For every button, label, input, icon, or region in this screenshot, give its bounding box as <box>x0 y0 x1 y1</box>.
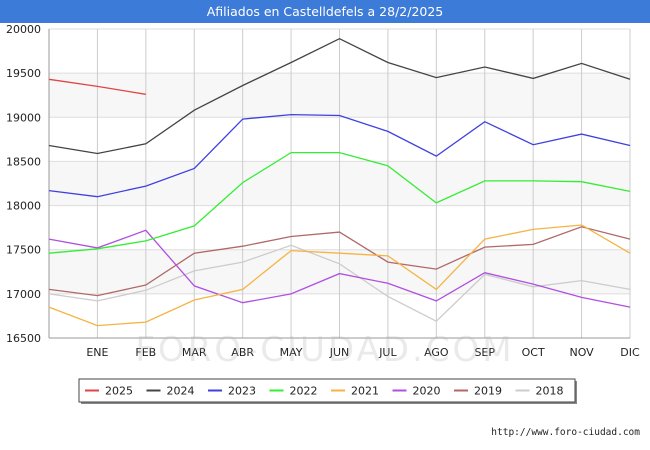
x-tick-label: NOV <box>569 346 594 359</box>
chart-title: Afiliados en Castelldefels a 28/2/2025 <box>0 0 650 23</box>
x-tick-label: JUN <box>329 346 350 359</box>
series-line-2018 <box>48 244 631 322</box>
legend-label-2024: 2024 <box>167 385 195 398</box>
series-line-2019 <box>48 226 631 297</box>
series-line-2020 <box>48 229 631 308</box>
y-tick-label: 19000 <box>6 111 41 124</box>
x-axis-ticks: ENE FEB MAR ABR MAY JUN JUL AGO SEP OCT NOV DIC <box>86 346 640 359</box>
y-tick-label: 16500 <box>6 332 41 345</box>
series-line-2023 <box>48 113 631 198</box>
legend-label-2019: 2019 <box>474 385 502 398</box>
y-tick-label: 19500 <box>6 67 41 80</box>
x-tick-label: ABR <box>231 346 254 359</box>
x-tick-label: ENE <box>86 346 108 359</box>
legend-box <box>78 378 576 403</box>
legend-label-2025: 2025 <box>105 385 133 398</box>
legend-label-2023: 2023 <box>228 385 256 398</box>
y-tick-label: 18500 <box>6 155 41 168</box>
series-lines <box>48 37 631 327</box>
legend-label-2022: 2022 <box>290 385 318 398</box>
x-tick-label: MAR <box>182 346 207 359</box>
legend-label-2018: 2018 <box>536 385 564 398</box>
y-tick-label: 17000 <box>6 288 41 301</box>
grid-lines <box>48 28 631 339</box>
y-tick-label: 20000 <box>6 23 41 36</box>
y-tick-label: 17500 <box>6 244 41 257</box>
series-line-2025 <box>48 78 146 95</box>
x-tick-label: FEB <box>135 346 156 359</box>
x-tick-label: JUL <box>378 346 397 359</box>
legend-label-2020: 2020 <box>413 385 441 398</box>
y-tick-label: 18000 <box>6 200 41 213</box>
series-line-2021 <box>48 224 631 327</box>
y-axis-ticks: 16500 17000 17500 18000 18500 19000 19500 20000 <box>6 23 41 345</box>
source-url: http://www.foro-ciudad.com <box>491 427 640 438</box>
x-tick-label: AGO <box>424 346 449 359</box>
x-tick-label: MAY <box>280 346 303 359</box>
series-line-2024 <box>48 37 631 155</box>
x-tick-label: DIC <box>620 346 640 359</box>
legend-label-2021: 2021 <box>351 385 379 398</box>
x-tick-label: SEP <box>474 346 495 359</box>
x-tick-label: OCT <box>522 346 545 359</box>
series-line-2022 <box>48 151 631 254</box>
legend: 2025 2024 2023 2022 2021 2020 2019 2018 <box>78 378 577 404</box>
